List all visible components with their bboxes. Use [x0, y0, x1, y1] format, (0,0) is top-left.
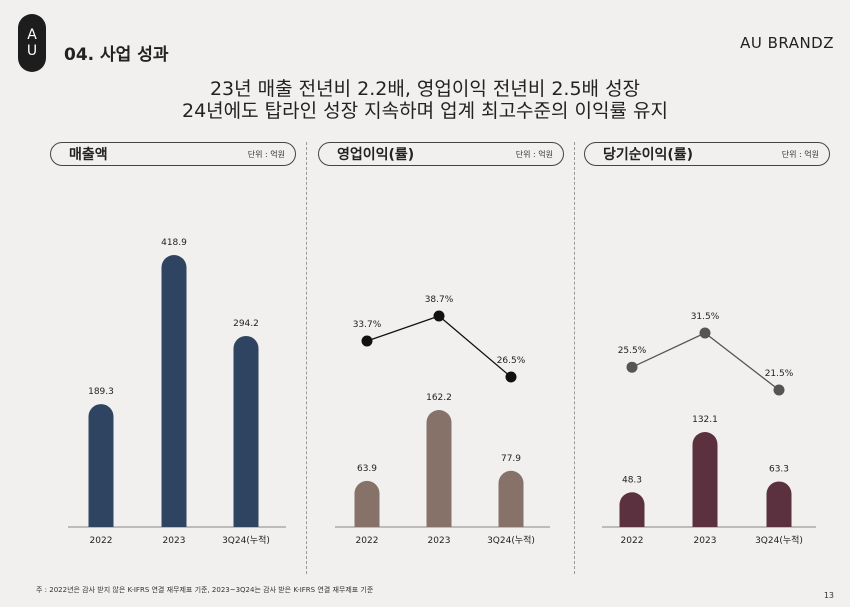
revenue-value-label-1: 418.9 [161, 238, 187, 248]
op-income-margin-line [366, 315, 512, 378]
revenue-bar-2 [233, 335, 259, 527]
op-income-bar-0 [354, 480, 380, 527]
op-income-bar-1 [426, 410, 452, 527]
op-income-bar-2 [498, 470, 524, 527]
revenue-category-label-1: 2023 [163, 536, 186, 546]
panel-divider-1 [306, 142, 307, 574]
net-income-bar-0 [619, 492, 645, 527]
net-income-bar-2 [766, 481, 792, 527]
page-number: 13 [823, 591, 834, 600]
net-income-panel-header: 당기순이익(률) 단위 : 억원 [584, 142, 830, 166]
op-income-panel-header: 영업이익(률) 단위 : 억원 [318, 142, 564, 166]
brand-logo: A U [18, 14, 46, 72]
net-income-margin-point-0 [626, 361, 638, 373]
op-income-margin-label-1: 38.7% [425, 295, 454, 305]
revenue-category-label-2: 3Q24(누적) [222, 534, 270, 546]
op-income-margin-point-0 [361, 335, 373, 347]
revenue-category-label-0: 2022 [90, 536, 113, 546]
op-income-category-label-2: 3Q24(누적) [487, 534, 535, 546]
op-income-margin-point-1 [433, 310, 445, 322]
headline: 23년 매출 전년비 2.2배, 영업이익 전년비 2.5배 성장 24년에도 … [0, 78, 850, 122]
net-income-value-label-0: 48.3 [622, 475, 642, 485]
net-income-unit: 단위 : 억원 [781, 149, 819, 159]
op-income-unit: 단위 : 억원 [515, 149, 553, 159]
op-income-value-label-0: 63.9 [357, 464, 377, 474]
op-income-category-label-0: 2022 [356, 536, 379, 546]
net-income-category-label-1: 2023 [694, 536, 717, 546]
revenue-bar-1 [161, 255, 187, 527]
revenue-unit: 단위 : 억원 [247, 149, 285, 159]
headline-line-2: 24년에도 탑라인 성장 지속하며 업계 최고수준의 이익률 유지 [182, 100, 668, 122]
net-income-margin-label-2: 21.5% [765, 369, 794, 379]
logo-letter-a: A [27, 27, 37, 43]
net-income-margin-point-1 [699, 327, 711, 339]
net-income-category-label-2: 3Q24(누적) [755, 534, 803, 546]
revenue-bar-0 [88, 404, 114, 527]
net-income-margin-line [631, 332, 780, 391]
footnote: 주 : 2022년은 감사 받지 않은 K-IFRS 연결 재무제표 기준, 2… [36, 586, 374, 594]
op-income-value-label-1: 162.2 [426, 393, 452, 403]
logo-letter-u: U [26, 43, 38, 59]
net-income-bar-1 [692, 431, 718, 527]
op-income-value-label-2: 77.9 [501, 454, 521, 464]
net-income-margin-point-2 [773, 384, 785, 396]
op-income-margin-point-2 [505, 371, 517, 383]
op-income-margin-label-0: 33.7% [353, 320, 382, 330]
net-income-margin-label-1: 31.5% [691, 312, 720, 322]
revenue-title: 매출액 [69, 147, 108, 163]
section-title: 04. 사업 성과 [64, 45, 169, 65]
net-income-value-label-1: 132.1 [692, 415, 718, 425]
net-income-margin-label-0: 25.5% [618, 346, 647, 356]
revenue-value-label-2: 294.2 [233, 319, 259, 329]
net-income-title: 당기순이익(률) [603, 147, 694, 163]
net-income-value-label-2: 63.3 [769, 464, 789, 474]
op-income-title: 영업이익(률) [337, 147, 415, 163]
revenue-panel-header: 매출액 단위 : 억원 [50, 142, 296, 166]
brand-name: AU BRANDZ [740, 34, 834, 52]
net-income-category-label-0: 2022 [621, 536, 644, 546]
op-income-margin-label-2: 26.5% [497, 356, 526, 366]
revenue-value-label-0: 189.3 [88, 387, 114, 397]
op-income-category-label-1: 2023 [428, 536, 451, 546]
panel-divider-2 [574, 142, 575, 574]
headline-line-1: 23년 매출 전년비 2.2배, 영업이익 전년비 2.5배 성장 [209, 78, 641, 100]
